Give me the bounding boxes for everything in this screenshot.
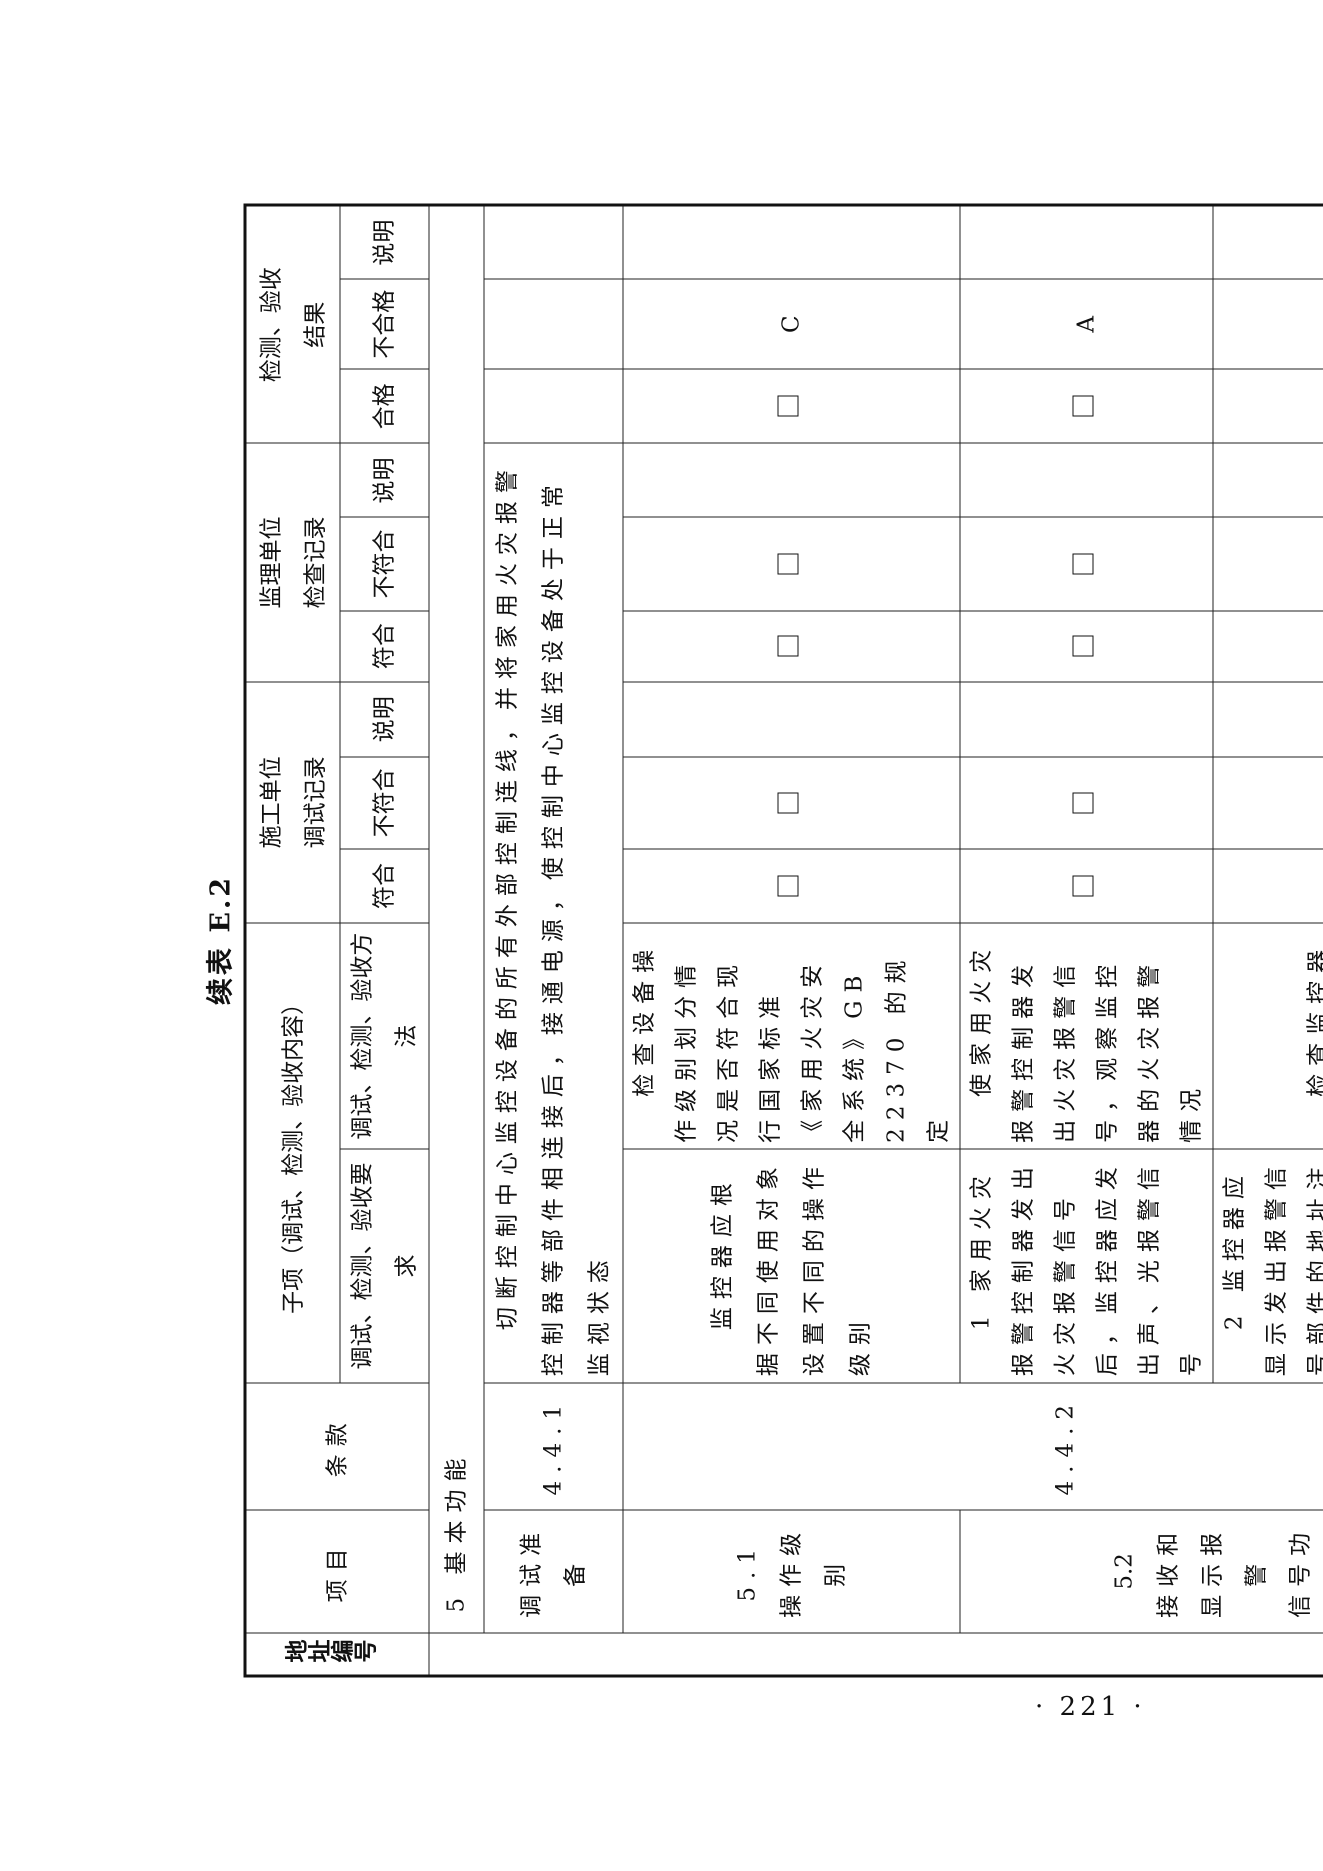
header-note: 说明 bbox=[339, 442, 429, 517]
construction-nonconform-checkbox[interactable] bbox=[959, 756, 1213, 849]
header-note: 说明 bbox=[339, 204, 429, 279]
content-cell: 切断控制中心监控设备的所有外部控制连线，并将家用火灾报警控制器等部件相连接后，接… bbox=[483, 442, 623, 1383]
note-cell bbox=[1212, 681, 1323, 757]
method-cell: 检查设备操作级别划分情况是否符合现行国家标准《家用火灾安全系统》GB 22370… bbox=[622, 922, 960, 1149]
clause-cell: 4.4.2 bbox=[622, 1382, 1323, 1510]
requirement-cell: 2 监控器应显示发出报警信号部件的地址注释信息，且显示的地址注释信息应与附录 D… bbox=[1212, 1148, 1323, 1383]
header-conform: 符合 bbox=[339, 610, 429, 682]
clause-cell: 4.4.1 bbox=[483, 1382, 623, 1510]
note-cell bbox=[483, 204, 623, 279]
header-clause: 条款 bbox=[244, 1382, 429, 1510]
section-title: 5 基本功能 bbox=[428, 204, 484, 1633]
supervision-nonconform-checkbox[interactable] bbox=[622, 516, 960, 611]
construction-nonconform-checkbox[interactable] bbox=[1212, 756, 1323, 849]
header-requirement: 调试、检测、验收要求 bbox=[339, 1148, 429, 1383]
pass-checkbox[interactable] bbox=[622, 368, 960, 443]
note-cell bbox=[622, 442, 960, 517]
header-fail: 不合格 bbox=[339, 278, 429, 369]
fail-cell bbox=[483, 278, 623, 369]
header-result: 检测、验收 结果 bbox=[244, 204, 340, 443]
page-number: · 221 · bbox=[1035, 1692, 1146, 1722]
method-cell: 检查监控器火警信息显示情况 bbox=[1212, 922, 1323, 1149]
header-supervision: 监理单位 检查记录 bbox=[244, 442, 340, 682]
note-cell bbox=[959, 442, 1213, 517]
header-pass: 合格 bbox=[339, 368, 429, 443]
fail-level: C bbox=[622, 278, 960, 369]
supervision-conform-checkbox[interactable] bbox=[622, 610, 960, 682]
header-note: 说明 bbox=[339, 681, 429, 757]
construction-nonconform-checkbox[interactable] bbox=[622, 756, 960, 849]
header-construction: 施工单位 调试记录 bbox=[244, 681, 340, 923]
pass-checkbox[interactable] bbox=[1212, 368, 1323, 443]
item-cell: 5.1 操作级别 bbox=[622, 1509, 960, 1633]
item-cell: 调试准备 bbox=[483, 1509, 623, 1633]
fail-level: C bbox=[1212, 278, 1323, 369]
note-cell bbox=[622, 204, 960, 279]
note-cell bbox=[1212, 204, 1323, 279]
address-no-cell bbox=[428, 1632, 1323, 1676]
construction-conform-checkbox[interactable] bbox=[1212, 848, 1323, 923]
note-cell bbox=[1212, 442, 1323, 517]
supervision-conform-checkbox[interactable] bbox=[959, 610, 1213, 682]
pass-cell bbox=[483, 368, 623, 443]
supervision-nonconform-checkbox[interactable] bbox=[1212, 516, 1323, 611]
note-cell bbox=[959, 681, 1213, 757]
construction-conform-checkbox[interactable] bbox=[622, 848, 960, 923]
fail-level: A bbox=[959, 278, 1213, 369]
supervision-conform-checkbox[interactable] bbox=[1212, 610, 1323, 682]
method-cell: 使家用火灾报警控制器发出火灾报警信号，观察监控器的火灾报警情况 bbox=[959, 922, 1213, 1149]
header-conform: 符合 bbox=[339, 848, 429, 923]
header-address-no: 地址编号 bbox=[244, 1632, 429, 1676]
header-method: 调试、检测、验收方法 bbox=[339, 922, 429, 1149]
header-item: 项目 bbox=[244, 1509, 429, 1633]
supervision-nonconform-checkbox[interactable] bbox=[959, 516, 1213, 611]
note-cell bbox=[959, 204, 1213, 279]
pass-checkbox[interactable] bbox=[959, 368, 1213, 443]
header-sub-item: 子项（调试、检测、验收内容） bbox=[244, 922, 340, 1383]
table-title: 续表 E.2 bbox=[205, 874, 237, 1006]
header-nonconform: 不符合 bbox=[339, 516, 429, 611]
header-nonconform: 不符合 bbox=[339, 756, 429, 849]
construction-conform-checkbox[interactable] bbox=[959, 848, 1213, 923]
requirement-cell: 1 家用火灾报警控制器发出火灾报警信号后，监控器应发出声、光报警信号 bbox=[959, 1148, 1213, 1383]
inspection-table: 地址编号 项目 条款 子项（调试、检测、验收内容） 施工单位 调试记录 监理单位检… bbox=[243, 203, 1323, 1677]
requirement-cell: 监控器应根据不同使用对象设置不同的操作级别 bbox=[622, 1148, 960, 1383]
note-cell bbox=[622, 681, 960, 757]
item-cell: 5.2接收和显示报警信号功能 bbox=[959, 1509, 1323, 1633]
